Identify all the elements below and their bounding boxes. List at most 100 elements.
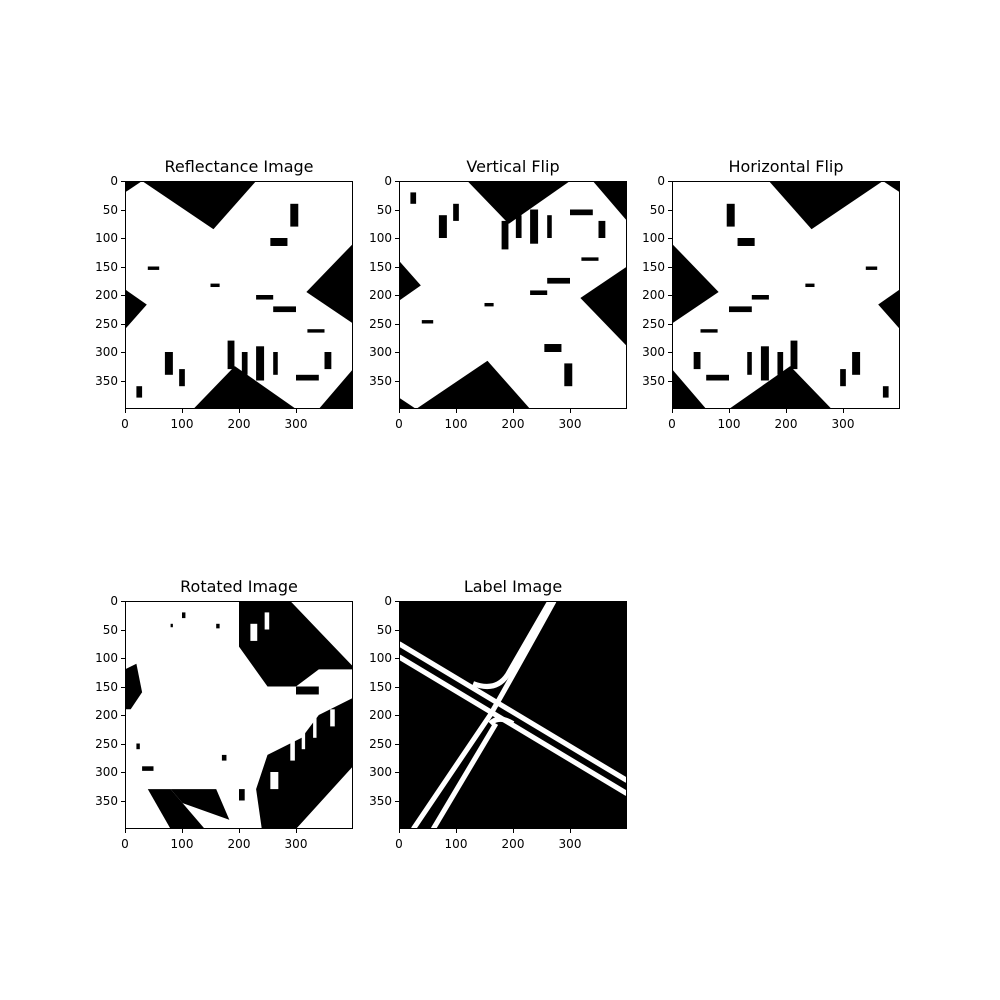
x-tick-label: 200	[227, 837, 251, 851]
y-tick-label: 200	[369, 288, 392, 302]
x-tick-label: 300	[284, 417, 308, 431]
reflectance-image	[125, 181, 353, 409]
y-tick-label: 150	[369, 679, 392, 694]
y-tick-label: 150	[369, 259, 392, 274]
x-tick-mark	[182, 409, 183, 413]
x-tick-mark	[843, 409, 844, 413]
y-tick-label: 0	[110, 174, 118, 188]
y-tick-mark	[668, 238, 672, 239]
y-tick-label: 300	[369, 765, 392, 779]
vertical-flip-image	[399, 181, 627, 409]
y-tick-mark	[121, 266, 125, 268]
y-tick-mark	[121, 209, 125, 211]
y-tick-mark	[121, 380, 125, 382]
y-tick-mark	[668, 266, 672, 268]
y-tick-label: 350	[369, 793, 392, 808]
x-tick-mark	[672, 409, 673, 413]
y-tick-mark	[395, 295, 399, 296]
y-tick-label: 300	[369, 345, 392, 359]
x-tick-mark	[786, 409, 787, 413]
x-tick-mark	[399, 409, 400, 413]
x-tick-mark	[239, 409, 240, 413]
y-tick-mark	[395, 323, 399, 325]
x-tick-mark	[456, 829, 457, 833]
x-tick-label: 0	[121, 417, 129, 431]
panel-title: Horizontal Flip	[728, 157, 844, 176]
panel-title: Rotated Image	[180, 577, 298, 596]
y-tick-mark	[668, 352, 672, 353]
y-tick-mark	[121, 715, 125, 716]
y-tick-label: 50	[376, 202, 392, 217]
y-tick-mark	[395, 238, 399, 239]
y-tick-mark	[121, 181, 125, 182]
x-tick-mark	[296, 829, 297, 833]
y-tick-label: 50	[102, 622, 118, 637]
y-tick-mark	[121, 658, 125, 659]
y-tick-mark	[668, 209, 672, 211]
panel-reflectance-image: Reflectance Image	[95, 157, 353, 431]
x-tick-mark	[239, 829, 240, 833]
label-image	[399, 601, 627, 829]
panel-title: Vertical Flip	[466, 157, 560, 176]
x-tick-label: 300	[558, 837, 582, 851]
y-tick-label: 100	[642, 231, 665, 245]
y-tick-mark	[395, 743, 399, 745]
y-tick-label: 250	[95, 316, 118, 331]
y-tick-label: 100	[369, 651, 392, 665]
y-tick-mark	[395, 800, 399, 802]
x-tick-label: 200	[774, 417, 798, 431]
y-tick-label: 200	[642, 288, 665, 302]
y-tick-mark	[121, 686, 125, 688]
y-tick-mark	[395, 352, 399, 353]
y-tick-label: 0	[110, 594, 118, 608]
x-tick-label: 300	[831, 417, 855, 431]
x-tick-mark	[729, 409, 730, 413]
x-tick-mark	[570, 409, 571, 413]
horizontal-flip-image	[672, 181, 900, 409]
y-tick-label: 350	[642, 373, 665, 388]
y-tick-label: 300	[642, 345, 665, 359]
x-tick-label: 100	[717, 417, 741, 431]
x-tick-label: 0	[668, 417, 676, 431]
y-tick-mark	[395, 380, 399, 382]
y-tick-mark	[395, 686, 399, 688]
y-tick-label: 350	[369, 373, 392, 388]
y-tick-label: 200	[369, 708, 392, 722]
x-tick-label: 200	[501, 417, 525, 431]
y-tick-label: 350	[95, 373, 118, 388]
y-tick-label: 50	[102, 202, 118, 217]
x-tick-mark	[456, 409, 457, 413]
y-tick-mark	[395, 629, 399, 631]
x-tick-label: 100	[170, 417, 194, 431]
x-tick-label: 200	[501, 837, 525, 851]
y-tick-label: 300	[95, 765, 118, 779]
y-tick-label: 100	[95, 651, 118, 665]
y-tick-label: 150	[95, 679, 118, 694]
x-tick-mark	[125, 829, 126, 833]
x-tick-label: 100	[444, 417, 468, 431]
y-tick-label: 0	[657, 174, 665, 188]
y-tick-label: 0	[384, 594, 392, 608]
x-tick-mark	[513, 409, 514, 413]
y-tick-label: 150	[95, 259, 118, 274]
x-tick-mark	[125, 409, 126, 413]
panel-title: Label Image	[463, 577, 563, 596]
x-tick-label: 100	[444, 837, 468, 851]
y-tick-mark	[395, 209, 399, 211]
x-tick-label: 0	[395, 417, 403, 431]
y-tick-mark	[395, 181, 399, 182]
y-tick-mark	[121, 743, 125, 745]
panel-horizontal-flip: Horizontal Flip	[642, 157, 900, 431]
y-tick-mark	[121, 772, 125, 773]
y-tick-label: 100	[95, 231, 118, 245]
x-tick-mark	[182, 829, 183, 833]
y-tick-label: 350	[95, 793, 118, 808]
y-tick-label: 300	[95, 345, 118, 359]
y-tick-mark	[395, 772, 399, 773]
y-tick-mark	[121, 295, 125, 296]
y-tick-mark	[668, 295, 672, 296]
y-tick-label: 100	[369, 231, 392, 245]
panel-title: Reflectance Image	[164, 157, 314, 176]
y-tick-mark	[121, 238, 125, 239]
y-tick-mark	[121, 323, 125, 325]
